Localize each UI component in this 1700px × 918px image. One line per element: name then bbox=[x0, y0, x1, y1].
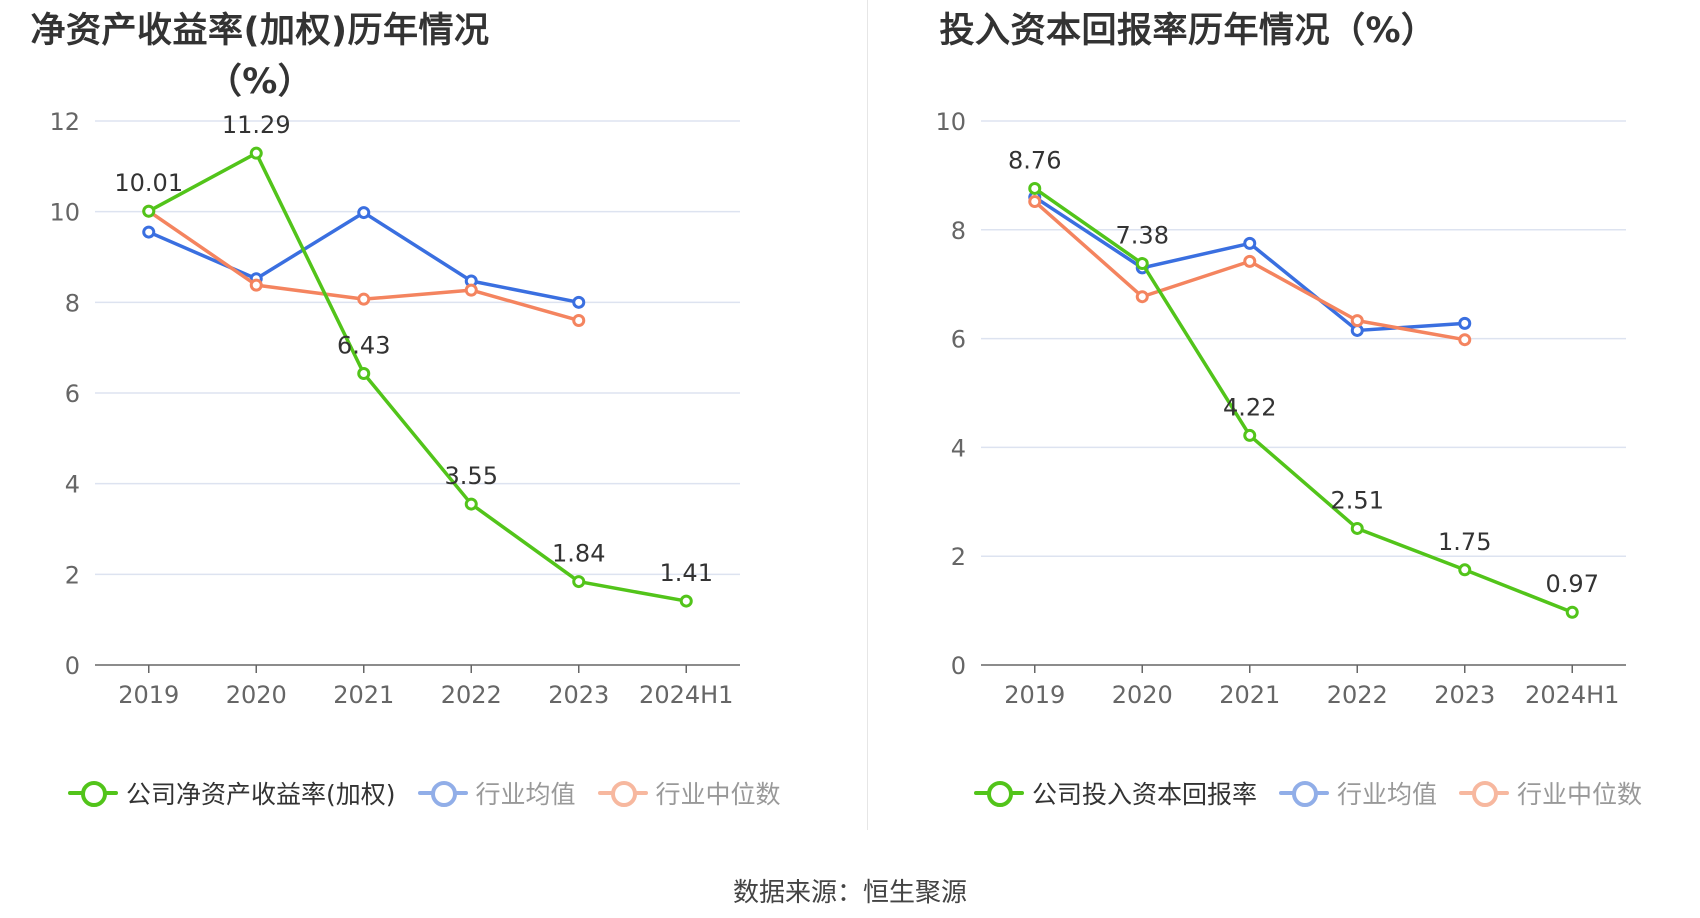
data-point-company bbox=[1565, 605, 1579, 619]
data-point-company bbox=[249, 146, 263, 160]
data-point-company bbox=[1458, 563, 1472, 577]
data-point-average bbox=[1243, 236, 1257, 250]
data-point-median bbox=[1243, 254, 1257, 268]
y-tick-label: 0 bbox=[65, 652, 80, 680]
x-tick-label: 2022 bbox=[1327, 681, 1388, 709]
roe-chart-panel: 净资产收益率(加权)历年情况（%） 0 2 4 6 8 10 12 2019 2020 2021 2… bbox=[0, 0, 850, 830]
data-label: 7.38 bbox=[1116, 222, 1169, 250]
y-tick-label: 8 bbox=[65, 289, 80, 317]
legend-line-circle-icon bbox=[597, 778, 648, 808]
panel-divider bbox=[867, 0, 868, 830]
data-point-average bbox=[1458, 316, 1472, 330]
data-point-company bbox=[1028, 181, 1042, 195]
roic-chart-panel: 投入资本回报率历年情况（%） 0 2 4 6 8 10 2019 2020 2021 2022 20… bbox=[868, 0, 1700, 830]
data-point-company bbox=[1135, 257, 1149, 271]
y-tick-label: 10 bbox=[49, 199, 80, 227]
y-tick-label: 6 bbox=[951, 326, 966, 354]
data-point-median bbox=[1350, 314, 1364, 328]
series-line-company bbox=[1033, 187, 1573, 614]
data-label: 2.51 bbox=[1331, 486, 1384, 514]
data-label: 1.84 bbox=[552, 540, 605, 568]
legend-line-circle-icon bbox=[68, 778, 118, 808]
data-label: 10.01 bbox=[114, 169, 183, 197]
data-label: 1.75 bbox=[1438, 528, 1491, 556]
legend-item-company[interactable]: 公司投入资本回报率 bbox=[974, 775, 1257, 811]
data-point-median bbox=[357, 292, 371, 306]
data-point-median bbox=[1458, 333, 1472, 347]
legend-item-company[interactable]: 公司净资产收益率(加权) bbox=[68, 775, 396, 811]
legend-line-circle-icon bbox=[417, 778, 468, 808]
y-tick-label: 8 bbox=[951, 217, 966, 245]
data-label: 4.22 bbox=[1223, 393, 1276, 421]
y-tick-label: 6 bbox=[65, 380, 80, 408]
data-point-average bbox=[572, 295, 586, 309]
data-point-company bbox=[1243, 428, 1257, 442]
y-tick-label: 4 bbox=[951, 434, 966, 462]
legend-label: 行业均值 bbox=[475, 780, 576, 809]
data-point-median bbox=[1135, 290, 1149, 304]
data-point-company bbox=[464, 497, 478, 511]
data-source-label: 数据来源：恒生聚源 bbox=[732, 878, 967, 908]
x-tick-label: 2020 bbox=[226, 681, 287, 709]
x-tick-label: 2022 bbox=[441, 681, 502, 709]
series-line-median bbox=[1033, 200, 1466, 342]
data-point-company bbox=[572, 575, 586, 589]
x-tick-label: 2023 bbox=[1434, 681, 1495, 709]
x-tick-label: 2023 bbox=[548, 681, 609, 709]
data-point-median bbox=[464, 283, 478, 297]
y-tick-label: 2 bbox=[65, 561, 80, 589]
data-label: 11.29 bbox=[222, 111, 291, 139]
data-point-median bbox=[572, 313, 586, 327]
data-label: 6.43 bbox=[337, 332, 390, 360]
data-point-average bbox=[142, 225, 156, 239]
series-line-company bbox=[147, 151, 687, 603]
y-tick-label: 10 bbox=[935, 108, 966, 136]
legend-item-median[interactable]: 行业中位数 bbox=[1459, 775, 1642, 811]
y-tick-label: 12 bbox=[49, 108, 80, 136]
data-point-company bbox=[357, 367, 371, 381]
data-point-average bbox=[357, 206, 371, 220]
roic-chart-title: 投入资本回报率历年情况（%） bbox=[939, 11, 1437, 51]
legend-label: 公司投入资本回报率 bbox=[1032, 780, 1258, 809]
x-tick-label: 2024H1 bbox=[639, 681, 733, 709]
y-tick-label: 4 bbox=[65, 471, 80, 499]
x-tick-label: 2019 bbox=[1004, 681, 1065, 709]
x-tick-label: 2019 bbox=[118, 681, 179, 709]
legend-label: 公司净资产收益率(加权) bbox=[126, 780, 396, 809]
x-tick-label: 2020 bbox=[1112, 681, 1173, 709]
legend-item-average[interactable]: 行业均值 bbox=[417, 775, 576, 811]
legend-line-circle-icon bbox=[1279, 778, 1330, 808]
data-label: 3.55 bbox=[445, 462, 498, 490]
legend-label: 行业均值 bbox=[1337, 780, 1438, 809]
data-point-median bbox=[249, 278, 263, 292]
data-point-company bbox=[679, 594, 693, 608]
roe-chart-plot: 0 2 4 6 8 10 12 2019 2020 2021 2022 2023 2024H1 10.01… bbox=[49, 108, 740, 709]
data-label: 8.76 bbox=[1008, 146, 1061, 174]
roe-chart-legend: 公司净资产收益率(加权) 行业均值 行业中位数 bbox=[68, 775, 803, 811]
legend-label: 行业中位数 bbox=[1517, 780, 1643, 809]
legend-item-average[interactable]: 行业均值 bbox=[1279, 775, 1437, 811]
roic-chart-legend: 公司投入资本回报率 行业均值 行业中位数 bbox=[974, 775, 1664, 811]
legend-label: 行业中位数 bbox=[655, 780, 781, 809]
roic-chart-plot: 0 2 4 6 8 10 2019 2020 2021 2022 2023 2024H1 8.76 7.3… bbox=[935, 108, 1626, 709]
data-point-company bbox=[142, 204, 156, 218]
roe-chart-title: 净资产收益率(加权)历年情况（%） bbox=[30, 11, 490, 102]
data-point-median bbox=[1028, 195, 1042, 209]
legend-item-median[interactable]: 行业中位数 bbox=[597, 775, 781, 811]
legend-line-circle-icon bbox=[1459, 778, 1510, 808]
data-point-company bbox=[1350, 521, 1364, 535]
data-label: 1.41 bbox=[660, 559, 713, 587]
x-tick-label: 2021 bbox=[333, 681, 394, 709]
data-label: 0.97 bbox=[1546, 570, 1599, 598]
y-tick-label: 0 bbox=[951, 652, 966, 680]
legend-line-circle-icon bbox=[974, 778, 1024, 808]
x-tick-label: 2021 bbox=[1219, 681, 1280, 709]
y-tick-label: 2 bbox=[951, 543, 966, 571]
x-tick-label: 2024H1 bbox=[1525, 681, 1619, 709]
